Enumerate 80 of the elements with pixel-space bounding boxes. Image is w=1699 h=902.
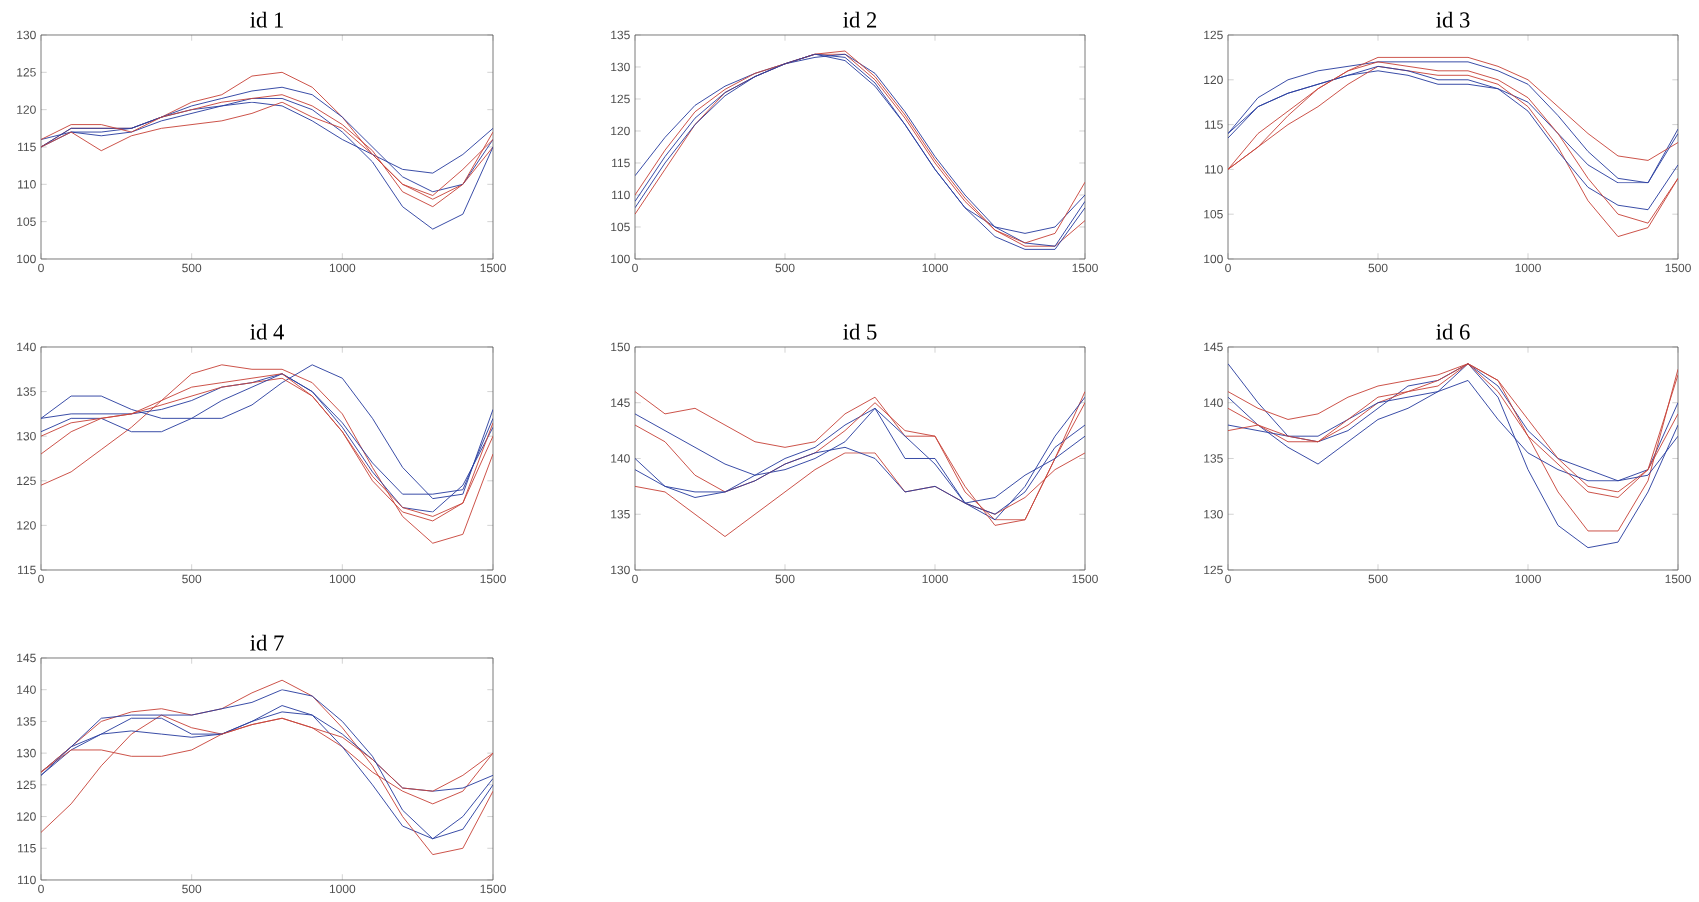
x-tick-label: 0	[1225, 574, 1231, 584]
y-tick-label: 130	[17, 30, 36, 40]
y-tick-label: 130	[611, 62, 630, 72]
y-tick-label: 110	[1205, 165, 1223, 174]
x-tick-label: 1500	[480, 884, 506, 894]
x-tick-label: 1500	[480, 574, 506, 584]
y-tick-label: 100	[1204, 254, 1223, 264]
x-tick-label: 1500	[1072, 574, 1098, 584]
y-tick-label: 130	[611, 565, 630, 575]
x-tick-label: 1000	[1515, 574, 1541, 584]
y-tick-label: 135	[1204, 454, 1223, 463]
y-tick-label: 115	[612, 158, 630, 168]
y-tick-label: 125	[1204, 565, 1223, 575]
y-tick-label: 110	[612, 190, 630, 200]
y-tick-label: 120	[17, 105, 36, 114]
y-tick-label: 115	[1205, 120, 1223, 129]
x-tick-label: 500	[182, 574, 202, 584]
x-tick-label: 500	[775, 263, 795, 273]
x-tick-label: 500	[182, 884, 202, 894]
y-tick-label: 125	[17, 780, 36, 790]
x-tick-label: 1000	[922, 263, 948, 273]
x-tick-label: 1000	[1515, 263, 1541, 273]
x-tick-label: 1500	[1072, 263, 1098, 273]
x-tick-label: 1500	[480, 263, 506, 273]
y-tick-label: 145	[17, 653, 36, 663]
y-tick-label: 140	[1204, 398, 1223, 407]
y-tick-label: 110	[18, 180, 36, 189]
y-tick-label: 130	[17, 431, 36, 441]
y-tick-label: 145	[611, 398, 630, 407]
y-tick-label: 125	[17, 476, 36, 486]
x-tick-label: 0	[632, 574, 638, 584]
y-tick-label: 130	[17, 748, 36, 758]
x-tick-label: 1000	[922, 574, 948, 584]
y-tick-label: 105	[17, 217, 36, 226]
y-tick-label: 100	[611, 254, 630, 264]
x-tick-label: 500	[1368, 263, 1388, 273]
x-tick-label: 500	[1368, 574, 1388, 584]
y-tick-label: 115	[18, 565, 36, 575]
y-tick-label: 140	[611, 454, 630, 463]
x-tick-label: 1000	[329, 884, 356, 894]
y-tick-label: 135	[17, 717, 36, 726]
x-tick-label: 0	[38, 574, 44, 584]
x-tick-label: 1500	[1665, 574, 1691, 584]
chart-title: id 3	[1436, 11, 1470, 28]
chart-title: id 2	[843, 11, 877, 28]
y-tick-label: 105	[611, 222, 630, 232]
y-tick-label: 115	[18, 142, 36, 152]
x-tick-label: 0	[38, 263, 44, 273]
y-tick-label: 125	[1204, 30, 1223, 40]
y-tick-label: 130	[1204, 509, 1223, 519]
x-tick-label: 1500	[1665, 263, 1691, 273]
y-tick-label: 120	[611, 126, 630, 136]
y-tick-label: 140	[17, 342, 36, 352]
y-tick-label: 100	[17, 254, 36, 264]
chart-title: id 4	[250, 323, 284, 340]
y-tick-label: 125	[17, 68, 36, 77]
y-tick-label: 135	[611, 509, 630, 519]
chart-title: id 5	[843, 323, 877, 340]
y-tick-label: 115	[18, 844, 36, 853]
y-tick-label: 120	[17, 521, 36, 530]
y-tick-label: 140	[17, 685, 36, 694]
x-tick-label: 0	[1225, 263, 1231, 273]
y-tick-label: 110	[18, 875, 36, 885]
chart-title: id 6	[1436, 323, 1470, 340]
chart-title: id 7	[250, 634, 284, 651]
x-tick-label: 1000	[329, 263, 356, 273]
y-tick-label: 135	[17, 387, 36, 396]
y-tick-label: 125	[611, 94, 630, 104]
x-tick-label: 500	[775, 574, 795, 584]
y-tick-label: 150	[611, 342, 630, 352]
y-tick-label: 120	[17, 812, 36, 821]
x-tick-label: 0	[38, 884, 44, 894]
chart-title: id 1	[250, 11, 283, 28]
y-tick-label: 120	[1204, 75, 1223, 85]
x-tick-label: 1000	[329, 574, 356, 584]
y-tick-label: 105	[1204, 209, 1223, 219]
y-tick-label: 135	[611, 30, 630, 40]
x-tick-label: 500	[182, 263, 202, 273]
x-tick-label: 0	[632, 263, 638, 273]
y-tick-label: 145	[1204, 342, 1223, 352]
